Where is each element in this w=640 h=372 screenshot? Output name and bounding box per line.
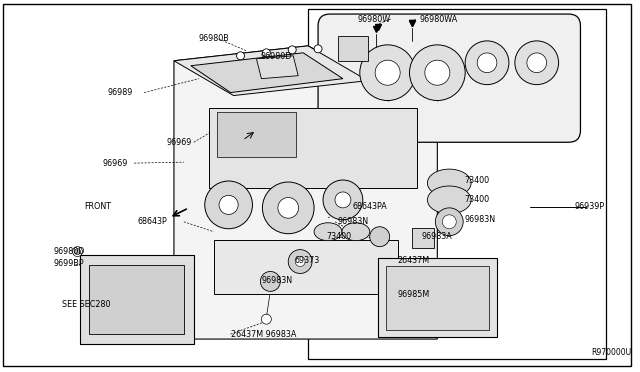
- Text: SEE SEC280: SEE SEC280: [61, 300, 110, 309]
- Bar: [217, 112, 296, 157]
- Text: 73400: 73400: [464, 176, 490, 185]
- Ellipse shape: [314, 223, 342, 241]
- Bar: [308, 9, 606, 359]
- Text: 9699BP: 9699BP: [54, 259, 84, 268]
- Circle shape: [205, 181, 252, 229]
- Text: R970000U: R970000U: [591, 348, 632, 357]
- Circle shape: [527, 53, 547, 73]
- Circle shape: [465, 41, 509, 84]
- Text: 96939P: 96939P: [574, 202, 604, 211]
- Text: 96969: 96969: [102, 158, 128, 168]
- Bar: [90, 264, 184, 334]
- Polygon shape: [174, 46, 437, 339]
- Polygon shape: [257, 56, 298, 78]
- Text: 96983N: 96983N: [464, 215, 495, 224]
- Text: 26437M: 26437M: [397, 256, 429, 265]
- Circle shape: [288, 250, 312, 273]
- Bar: [338, 36, 368, 61]
- Text: 96980B: 96980B: [199, 34, 230, 44]
- Text: 96989: 96989: [108, 88, 132, 97]
- Ellipse shape: [428, 186, 471, 214]
- Text: 96980D: 96980D: [54, 247, 85, 256]
- Text: 96983A: 96983A: [421, 232, 452, 241]
- Text: 96980WA: 96980WA: [419, 15, 458, 23]
- Ellipse shape: [428, 169, 471, 197]
- Bar: [214, 240, 397, 294]
- Text: 96983N: 96983N: [338, 217, 369, 226]
- Circle shape: [375, 60, 400, 85]
- Bar: [378, 257, 497, 337]
- Circle shape: [288, 46, 296, 54]
- Text: 96980D: 96980D: [260, 52, 292, 61]
- Circle shape: [260, 272, 280, 291]
- Text: 73400: 73400: [326, 232, 351, 241]
- Text: 26437M 96983A: 26437M 96983A: [230, 330, 296, 339]
- Polygon shape: [174, 46, 368, 96]
- Circle shape: [295, 257, 305, 266]
- Text: 96985M: 96985M: [397, 290, 430, 299]
- Text: 96980W: 96980W: [358, 15, 391, 23]
- Text: 73400: 73400: [464, 195, 490, 205]
- Circle shape: [262, 49, 270, 57]
- Circle shape: [323, 180, 363, 220]
- Polygon shape: [191, 53, 343, 93]
- Circle shape: [442, 215, 456, 229]
- Circle shape: [278, 198, 299, 218]
- Circle shape: [335, 192, 351, 208]
- Text: 96983N: 96983N: [261, 276, 292, 285]
- Circle shape: [74, 248, 81, 254]
- Bar: [413, 228, 435, 248]
- Circle shape: [262, 182, 314, 234]
- Circle shape: [237, 52, 244, 60]
- Text: 69373: 69373: [294, 256, 319, 265]
- Bar: [386, 266, 489, 330]
- Circle shape: [219, 195, 238, 214]
- Circle shape: [515, 41, 559, 84]
- Circle shape: [477, 53, 497, 73]
- Ellipse shape: [342, 223, 370, 241]
- FancyBboxPatch shape: [318, 14, 580, 142]
- Text: 68643P: 68643P: [137, 217, 167, 226]
- Bar: [209, 109, 417, 188]
- Text: FRONT: FRONT: [84, 202, 111, 211]
- Circle shape: [360, 45, 415, 100]
- Circle shape: [425, 60, 450, 85]
- Bar: [79, 254, 194, 344]
- Circle shape: [435, 208, 463, 236]
- Circle shape: [261, 314, 271, 324]
- Text: 96969: 96969: [167, 138, 193, 147]
- Circle shape: [410, 45, 465, 100]
- Circle shape: [72, 247, 83, 257]
- Text: 68643PA: 68643PA: [353, 202, 388, 211]
- Circle shape: [314, 45, 322, 53]
- Circle shape: [370, 227, 390, 247]
